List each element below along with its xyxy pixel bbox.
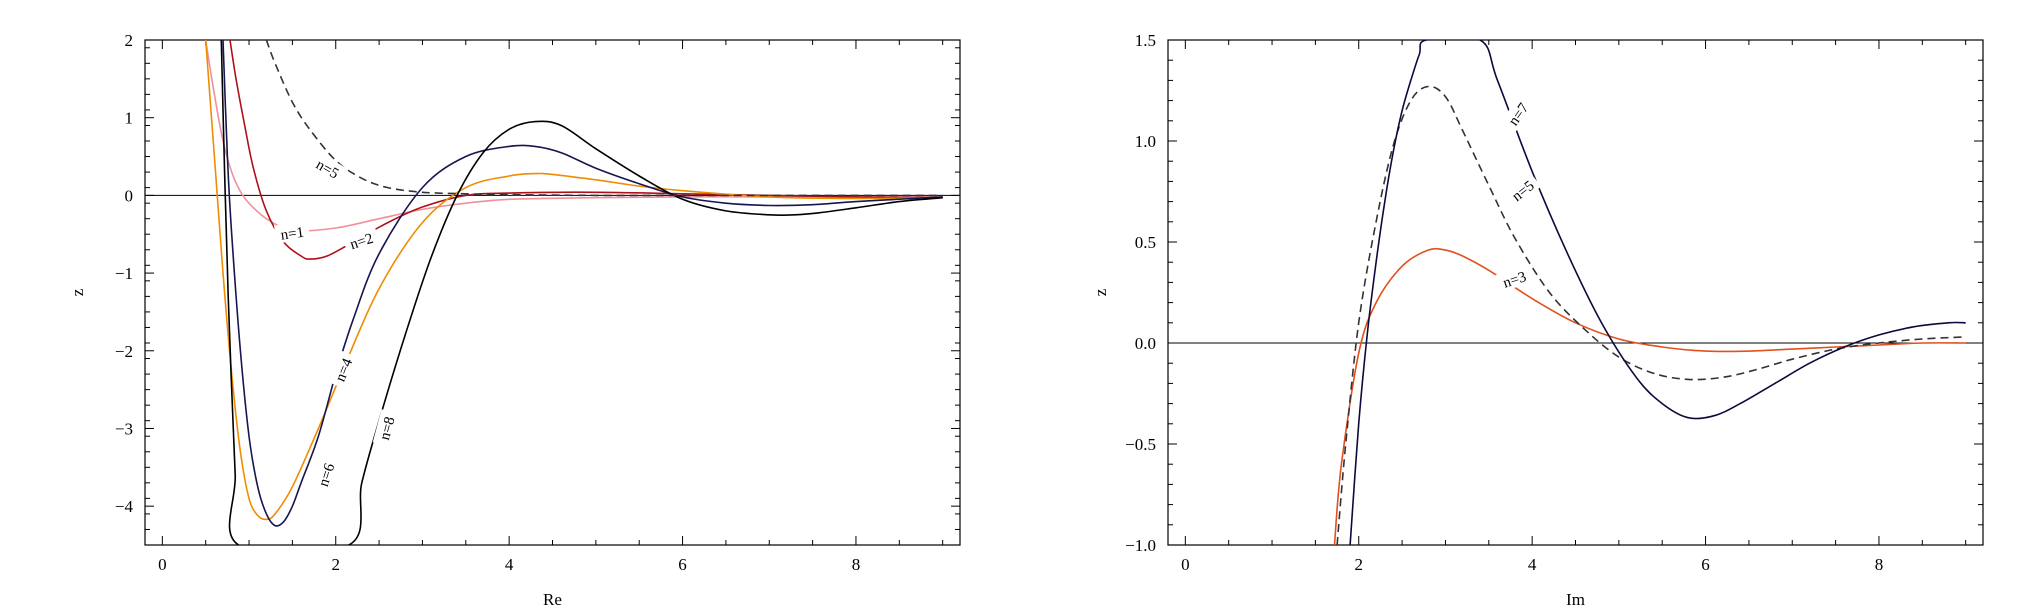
x-tick-label: 6 [678, 555, 687, 574]
series-line-n6 [222, 40, 943, 527]
y-tick-label: 0 [125, 186, 134, 205]
x-tick-label: 0 [1181, 555, 1190, 574]
svg-text:n=8: n=8 [377, 415, 399, 442]
y-tick-label: −3 [115, 419, 133, 438]
series-label-n6: n=6 [311, 455, 340, 494]
x-tick-label: 4 [1528, 555, 1537, 574]
x-tick-label: 2 [331, 555, 340, 574]
y-tick-label: 2 [125, 31, 134, 50]
svg-text:n=6: n=6 [316, 461, 339, 489]
y-tick-label: −4 [115, 497, 134, 516]
series-line-n5 [265, 40, 943, 197]
series-label-n5: n=5 [1503, 172, 1542, 208]
series-line-n2 [229, 40, 943, 260]
series-label-n5: n=5 [308, 151, 348, 185]
y-tick-label: 1 [125, 109, 134, 128]
x-tick-label: 2 [1354, 555, 1363, 574]
series-label-n1: n=1 [274, 220, 311, 244]
y-axis-label: z [1091, 288, 1110, 296]
series-line-n7 [1349, 40, 1966, 545]
y-tick-label: 1.0 [1135, 132, 1156, 151]
y-tick-label: 0.5 [1135, 233, 1156, 252]
x-tick-label: 8 [1875, 555, 1884, 574]
series-label-n4: n=4 [327, 350, 358, 389]
x-axis-label: Re [543, 590, 562, 608]
y-tick-label: 0.0 [1135, 334, 1156, 353]
y-axis-label: z [68, 288, 87, 296]
x-tick-label: 0 [158, 555, 167, 574]
svg-text:n=3: n=3 [1501, 269, 1528, 291]
plot-frame [1167, 39, 1984, 546]
svg-text:n=1: n=1 [280, 225, 305, 244]
plot-frame [144, 39, 961, 546]
y-tick-label: −1 [115, 264, 133, 283]
x-tick-label: 6 [1701, 555, 1710, 574]
series-line-n5 [1336, 85, 1966, 545]
series-line-n8 [220, 40, 943, 545]
series-line-n1 [204, 40, 943, 232]
x-axis-label: Im [1566, 590, 1585, 608]
series-label-n3: n=3 [1495, 264, 1534, 293]
svg-text:n=2: n=2 [348, 231, 375, 253]
y-tick-label: −2 [115, 342, 133, 361]
y-tick-label: −1.0 [1125, 536, 1156, 555]
left-chart: 0 2 4 6 8 −4 −3 −2 −1 0 1 2 Re z n=1 n=2 n=4 n=6 n=8 n=5 [68, 31, 961, 608]
curves [204, 40, 943, 545]
series-label-n8: n=8 [372, 409, 399, 447]
y-tick-label: 1.5 [1135, 31, 1156, 50]
x-tick-label: 4 [505, 555, 514, 574]
series-label-n2: n=2 [342, 226, 381, 254]
y-tick-label: −0.5 [1125, 435, 1156, 454]
x-tick-label: 8 [852, 555, 861, 574]
series-line-n3 [1333, 247, 1966, 545]
curves [1333, 40, 1966, 545]
series-line-n4 [204, 40, 943, 521]
